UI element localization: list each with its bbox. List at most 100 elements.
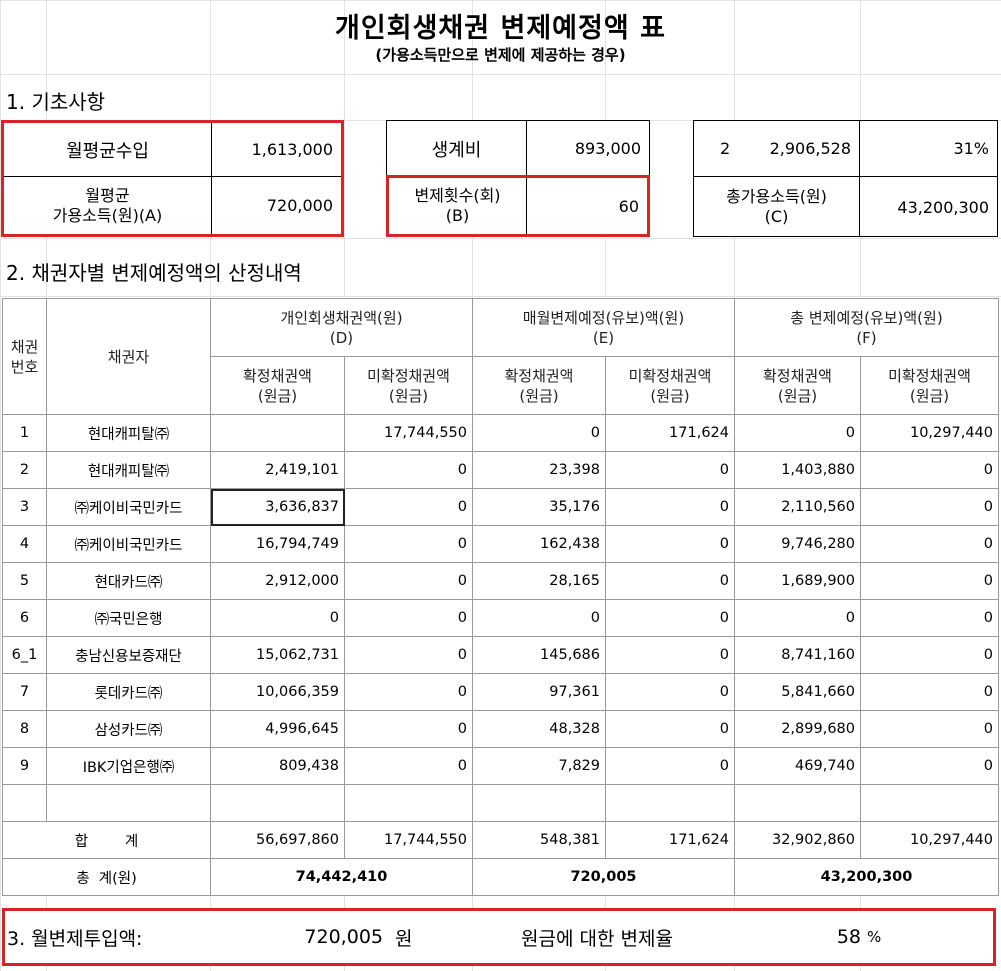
row-amount-f1[interactable]: 0	[734, 599, 861, 637]
row-amount-e2[interactable]: 0	[605, 710, 735, 748]
row-amount-f2[interactable]: 0	[860, 525, 999, 563]
row-amount-d2[interactable]: 0	[344, 747, 473, 785]
row-creditor[interactable]: 충남신용보증재단	[46, 636, 211, 674]
page-subtitle: (가용소득만으로 변제에 제공하는 경우)	[375, 46, 626, 64]
row-number[interactable]: 5	[2, 562, 47, 600]
row-amount-d2[interactable]: 0	[344, 525, 473, 563]
row-amount-e1[interactable]: 48,328	[472, 710, 606, 748]
row-amount-d1[interactable]: 10,066,359	[210, 673, 345, 711]
living-value[interactable]: 893,000	[574, 139, 641, 158]
total-d[interactable]: 74,442,410	[210, 858, 473, 896]
row-amount-f2[interactable]: 0	[860, 599, 999, 637]
repay-rate-value[interactable]: 58	[836, 926, 861, 948]
row-amount-e2[interactable]: 0	[605, 451, 735, 489]
row-amount-d2[interactable]: 0	[344, 562, 473, 600]
row-amount-e1[interactable]: 97,361	[472, 673, 606, 711]
repay-count-label: 변제횟수(회) (B)	[414, 186, 501, 225]
row-amount-f2[interactable]: 10,297,440	[860, 414, 999, 452]
total-disposable-value[interactable]: 43,200,300	[897, 197, 989, 217]
row-amount-d1[interactable]: 2,912,000	[210, 562, 345, 600]
row-amount-d2[interactable]: 0	[344, 673, 473, 711]
row-number[interactable]: 4	[2, 525, 47, 563]
row-amount-e2[interactable]: 0	[605, 599, 735, 637]
subtotal-d2[interactable]: 17,744,550	[344, 821, 473, 859]
row-amount-d2[interactable]: 0	[344, 599, 473, 637]
row-amount-d1[interactable]: 3,636,837	[210, 488, 345, 526]
row-amount-e1[interactable]: 7,829	[472, 747, 606, 785]
row-amount-f1[interactable]: 0	[734, 414, 861, 452]
row-amount-d1[interactable]: 15,062,731	[210, 636, 345, 674]
row-amount-e1[interactable]: 35,176	[472, 488, 606, 526]
row-creditor[interactable]: 롯데카드㈜	[46, 673, 211, 711]
row-creditor[interactable]: 현대카드㈜	[46, 562, 211, 600]
row-amount-d1[interactable]: 4,996,645	[210, 710, 345, 748]
row-number[interactable]: 8	[2, 710, 47, 748]
row-amount-e1[interactable]: 145,686	[472, 636, 606, 674]
row-amount-e1[interactable]: 0	[472, 414, 606, 452]
row-amount-f1[interactable]: 5,841,660	[734, 673, 861, 711]
row-amount-e2[interactable]: 0	[605, 636, 735, 674]
row-creditor[interactable]: 현대캐피탈㈜	[46, 414, 211, 452]
row-amount-e2[interactable]: 0	[605, 562, 735, 600]
row-amount-f1[interactable]: 9,746,280	[734, 525, 861, 563]
row-amount-d2[interactable]: 0	[344, 451, 473, 489]
row-amount-d2[interactable]: 0	[344, 636, 473, 674]
monthly-income-value[interactable]: 1,613,000	[251, 140, 333, 159]
row-amount-e2[interactable]: 0	[605, 525, 735, 563]
row-amount-e1[interactable]: 28,165	[472, 562, 606, 600]
total-f[interactable]: 43,200,300	[734, 858, 999, 896]
row-number[interactable]: 9	[2, 747, 47, 785]
disposable-value[interactable]: 720,000	[266, 196, 333, 215]
monthly-repay-amount[interactable]: 720,005	[304, 926, 383, 948]
misc-percent: 31%	[953, 139, 989, 158]
row-number[interactable]: 7	[2, 673, 47, 711]
row-amount-f1[interactable]: 1,689,900	[734, 562, 861, 600]
row-amount-d1[interactable]: 2,419,101	[210, 451, 345, 489]
row-amount-f2[interactable]: 0	[860, 451, 999, 489]
row-amount-e1[interactable]: 162,438	[472, 525, 606, 563]
row-amount-d2[interactable]: 0	[344, 488, 473, 526]
row-number[interactable]: 6_1	[2, 636, 47, 674]
row-creditor[interactable]: IBK기업은행㈜	[46, 747, 211, 785]
row-amount-d2[interactable]: 17,744,550	[344, 414, 473, 452]
total-e[interactable]: 720,005	[472, 858, 735, 896]
row-amount-f2[interactable]: 0	[860, 562, 999, 600]
row-amount-f2[interactable]: 0	[860, 710, 999, 748]
row-amount-f2[interactable]: 0	[860, 673, 999, 711]
row-creditor[interactable]: 삼성카드㈜	[46, 710, 211, 748]
repay-count-value[interactable]: 60	[618, 196, 639, 216]
row-amount-f1[interactable]: 2,110,560	[734, 488, 861, 526]
row-number[interactable]: 2	[2, 451, 47, 489]
row-amount-d2[interactable]: 0	[344, 710, 473, 748]
row-amount-f2[interactable]: 0	[860, 636, 999, 674]
row-amount-d1[interactable]: 16,794,749	[210, 525, 345, 563]
row-creditor[interactable]: 현대캐피탈㈜	[46, 451, 211, 489]
row-number[interactable]: 1	[2, 414, 47, 452]
subtotal-d1[interactable]: 56,697,860	[210, 821, 345, 859]
row-amount-f1[interactable]: 8,741,160	[734, 636, 861, 674]
row-amount-e2[interactable]: 0	[605, 747, 735, 785]
row-amount-f1[interactable]: 1,403,880	[734, 451, 861, 489]
row-amount-f1[interactable]: 469,740	[734, 747, 861, 785]
row-amount-e2[interactable]: 0	[605, 488, 735, 526]
row-creditor[interactable]: ㈜국민은행	[46, 599, 211, 637]
subtotal-e1[interactable]: 548,381	[472, 821, 606, 859]
row-amount-f2[interactable]: 0	[860, 488, 999, 526]
subtotal-f2[interactable]: 10,297,440	[860, 821, 999, 859]
header-confirmed-d: 확정채권액 (원금)	[210, 356, 345, 415]
row-amount-d1[interactable]: 0	[210, 599, 345, 637]
row-amount-e1[interactable]: 0	[472, 599, 606, 637]
subtotal-e2[interactable]: 171,624	[605, 821, 735, 859]
subtotal-f1[interactable]: 32,902,860	[734, 821, 861, 859]
row-amount-e2[interactable]: 171,624	[605, 414, 735, 452]
row-amount-d1[interactable]	[210, 414, 345, 452]
row-creditor[interactable]: ㈜케이비국민카드	[46, 525, 211, 563]
row-amount-f1[interactable]: 2,899,680	[734, 710, 861, 748]
row-amount-f2[interactable]: 0	[860, 747, 999, 785]
row-amount-e1[interactable]: 23,398	[472, 451, 606, 489]
row-amount-d1[interactable]: 809,438	[210, 747, 345, 785]
row-creditor[interactable]: ㈜케이비국민카드	[46, 488, 211, 526]
row-amount-e2[interactable]: 0	[605, 673, 735, 711]
row-number[interactable]: 6	[2, 599, 47, 637]
row-number[interactable]: 3	[2, 488, 47, 526]
